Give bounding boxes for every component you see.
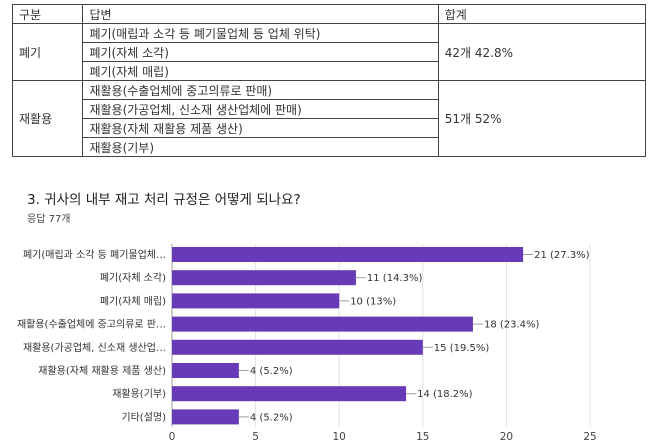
answer-cell: 재활용(기부): [82, 137, 439, 157]
question-title: 3. 귀사의 내부 재고 처리 규정은 어떻게 되나요?: [27, 192, 301, 208]
x-tick-label: 20: [500, 431, 513, 443]
answer-cell: 재활용(자체 재활용 제품 생산): [82, 118, 439, 138]
answer-cell: 재활용(가공업체, 신소재 생산업체에 판매): [82, 99, 439, 119]
summary-table: 구분 답변 합계 폐기 폐기(매립과 소각 등 폐기물업체 등 업체 위탁) 4…: [11, 4, 647, 157]
bar: [172, 247, 524, 262]
bar: [172, 339, 423, 355]
bar: [172, 363, 239, 378]
category-label: 재활용(자체 재활용 제품 생산): [38, 364, 166, 377]
answer-cell: 폐기(매립과 소각 등 폐기물업체 등 업체 위탁): [82, 23, 439, 43]
category-label: 기타(설명): [121, 411, 166, 423]
category-label: 폐기(자체 매립): [100, 294, 166, 307]
category-label: 재활용(가공업체, 신소재 생산업…: [23, 341, 166, 354]
table-row: 폐기(자체 매립): [13, 61, 646, 81]
response-count: 응답 77개: [27, 214, 71, 225]
bar: [172, 293, 340, 309]
category-label: 재활용(수출업체에 중고의류로 판…: [17, 318, 166, 331]
x-tick-label: 25: [583, 431, 596, 443]
bar: [172, 386, 407, 402]
value-label: 11 (14.3%): [367, 273, 423, 284]
total-cell: 51개 52%: [437, 80, 647, 157]
category-cell: 재활용: [11, 80, 84, 157]
x-tick-label: 15: [416, 431, 429, 443]
table-row: 재활용(기부): [13, 137, 646, 157]
bar: [172, 270, 356, 286]
table-row: 폐기 폐기(매립과 소각 등 폐기물업체 등 업체 위탁) 42개 42.8%: [11, 23, 647, 81]
value-label: 18 (23.4%): [484, 320, 540, 331]
bar: [172, 316, 473, 332]
value-label: 14 (18.2%): [417, 389, 473, 400]
category-label: 폐기(자체 소각): [100, 272, 166, 284]
value-label: 15 (19.5%): [434, 343, 490, 354]
table-row: 재활용(가공업체, 신소재 생산업체에 판매): [13, 99, 646, 119]
x-tick-label: 10: [333, 431, 346, 443]
value-label: 4 (5.2%): [250, 412, 293, 423]
answer-cell: 폐기(자체 매립): [82, 61, 439, 81]
x-tick-label: 5: [252, 431, 259, 443]
total-cell: 42개 42.8%: [437, 23, 647, 81]
bar: [172, 409, 239, 425]
value-label: 10 (13%): [350, 296, 396, 307]
category-label: 재활용(기부): [112, 387, 166, 400]
x-tick-label: 0: [169, 431, 176, 443]
value-label: 21 (27.3%): [534, 250, 590, 261]
category-label: 폐기(매립과 소각 등 폐기물업체…: [23, 248, 166, 261]
table-row: 재활용(자체 재활용 제품 생산): [13, 118, 646, 138]
value-label: 4 (5.2%): [250, 366, 293, 377]
